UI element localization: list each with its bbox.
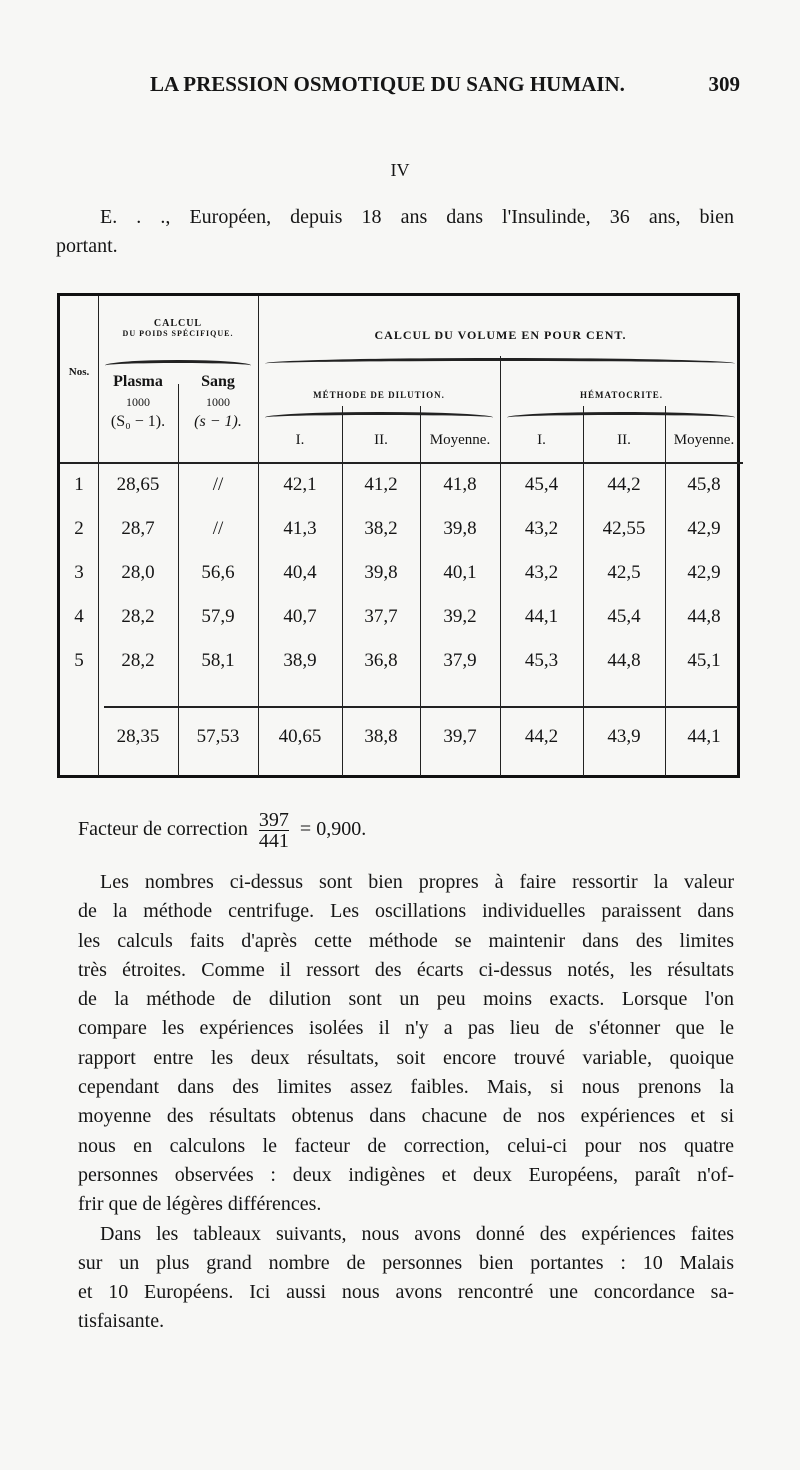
paragraph-line: personnes observées : deux indigènes et … [78,1163,734,1186]
table-cell: 42,1 [283,474,317,495]
body-text: Les nombres ci-dessus sont bien propres … [78,868,734,1337]
table-cell: 28,2 [121,650,155,671]
table-cell: 1 [74,474,84,495]
table-cell: 41,8 [443,474,477,495]
total-cell: 57,53 [196,726,240,747]
paragraph-line: compare les expériences isolées il n'y a… [78,1017,734,1040]
table-cell: 3 [74,562,84,583]
total-cell: 38,8 [364,726,398,747]
paragraph-line: de la méthode centrifuge. Les oscillatio… [78,900,734,923]
table-cell: 56,6 [201,562,235,583]
table-cell: 45,8 [687,474,721,495]
paragraph-line: nous en calculons le facteur de correcti… [78,1134,734,1157]
paragraph-line: très étroites. Comme il ressort des écar… [78,958,734,981]
data-table: Nos. CALCUL DU POIDS SPÉCIFIQUE. CALCUL D… [57,293,743,778]
table-cell: 39,8 [443,518,477,539]
total-cell: 39,7 [443,726,477,747]
paragraph-line: Les nombres ci-dessus sont bien propres … [100,871,734,893]
total-cell: 40,65 [278,726,322,747]
table-cell: 44,2 [607,474,641,495]
table-cell: 45,3 [524,650,559,671]
header-plasma: Plasma 1000 (S₀ − 1). [110,373,166,430]
paragraph-line: de la méthode de dilution sont un peu mo… [78,988,734,1011]
table-cell: 44,8 [607,650,641,671]
col-header: I. [537,432,546,448]
table-cell: 42,55 [602,518,646,539]
total-cell: 28,35 [116,726,160,747]
table-cell: 28,0 [121,562,155,583]
paragraph-line: les calculs faits d'après cette méthode … [78,929,734,952]
table-cell: 28,7 [121,518,155,539]
table-cell: 38,2 [364,518,398,539]
table-cell: 41,2 [364,474,398,495]
table-cell: 40,7 [283,606,317,627]
table-cell: 5 [74,650,84,671]
paragraph-line: frir que de légères différences. [78,1193,322,1216]
col-header: Moyenne. [429,432,491,448]
header-calcul-volume: CALCUL DU VOLUME EN POUR CENT. [374,328,627,342]
col-header: II. [617,432,631,448]
table-cell: 28,65 [116,474,160,495]
intro-line: E. . ., Européen, depuis 18 ans dans l'I… [100,206,734,228]
table-cell: 41,3 [283,518,317,539]
table-cell: 58,1 [201,650,235,671]
running-title: LA PRESSION OSMOTIQUE DU SANG HUMAIN. [150,72,625,96]
table-cell: 38,9 [283,650,317,671]
table-cell: // [212,518,224,539]
table-cell: 44,1 [524,606,559,627]
table-cell: 42,9 [687,562,721,583]
table-cell: 28,2 [121,606,155,627]
table-cell: 37,9 [443,650,477,671]
paragraph-line: moyenne des résultats obtenus dans chacu… [78,1105,734,1128]
header-dilution: MÉTHODE DE DILUTION. [313,390,445,400]
correction-factor: Facteur de correction 397 441 = 0,900. [78,809,367,852]
col-header: I. [295,432,305,448]
header-hematocrite: HÉMATOCRITE. [580,390,663,400]
table-cell: 40,1 [443,562,477,583]
paragraph-line: tisfaisante. [78,1310,165,1333]
table-cell: 45,4 [524,474,559,495]
table-cell: 39,2 [443,606,477,627]
paragraph-line: et 10 Européens. Ici aussi nous avons re… [78,1281,734,1304]
header-sang: Sang 1000 (s − 1). [194,373,242,430]
table-cell: 39,8 [364,562,398,583]
intro: E. . ., Européen, depuis 18 ans dans l'I… [56,203,734,262]
table-cell: 36,8 [364,650,398,671]
table-cell: 44,8 [687,606,721,627]
table-cell: // [212,474,224,495]
col-header: II. [374,432,388,448]
table-cell: 45,4 [607,606,641,627]
total-cell: 44,1 [687,726,721,747]
header-numbers: Nos. [68,366,90,378]
table-cell: 4 [74,606,84,627]
paragraph-line: rapport entre les deux résultats, soit e… [78,1046,734,1069]
table-cell: 42,5 [607,562,641,583]
section-number: IV [390,160,410,180]
paragraph-line: cependant dans des limites assez faibles… [78,1076,734,1099]
table-cell: 43,2 [524,562,559,583]
table-cell: 42,9 [687,518,721,539]
paragraph-line: sur un plus grand nombre de personnes bi… [78,1251,734,1274]
table-cell: 37,7 [364,606,398,627]
header-calcul-poids: CALCUL DU POIDS SPÉCIFIQUE. [122,318,234,338]
table-cell: 45,1 [687,650,721,671]
table-cell: 2 [74,518,84,539]
paragraph-line: Dans les tableaux suivants, nous avons d… [100,1222,734,1245]
page-number: 309 [708,72,741,96]
table-cell: 40,4 [283,562,317,583]
table-cell: 43,2 [524,518,559,539]
table-cell: 57,9 [201,606,235,627]
intro-line: portant. [56,235,118,258]
total-cell: 44,2 [524,726,559,747]
total-cell: 43,9 [607,726,641,747]
col-header: Moyenne. [673,432,735,448]
